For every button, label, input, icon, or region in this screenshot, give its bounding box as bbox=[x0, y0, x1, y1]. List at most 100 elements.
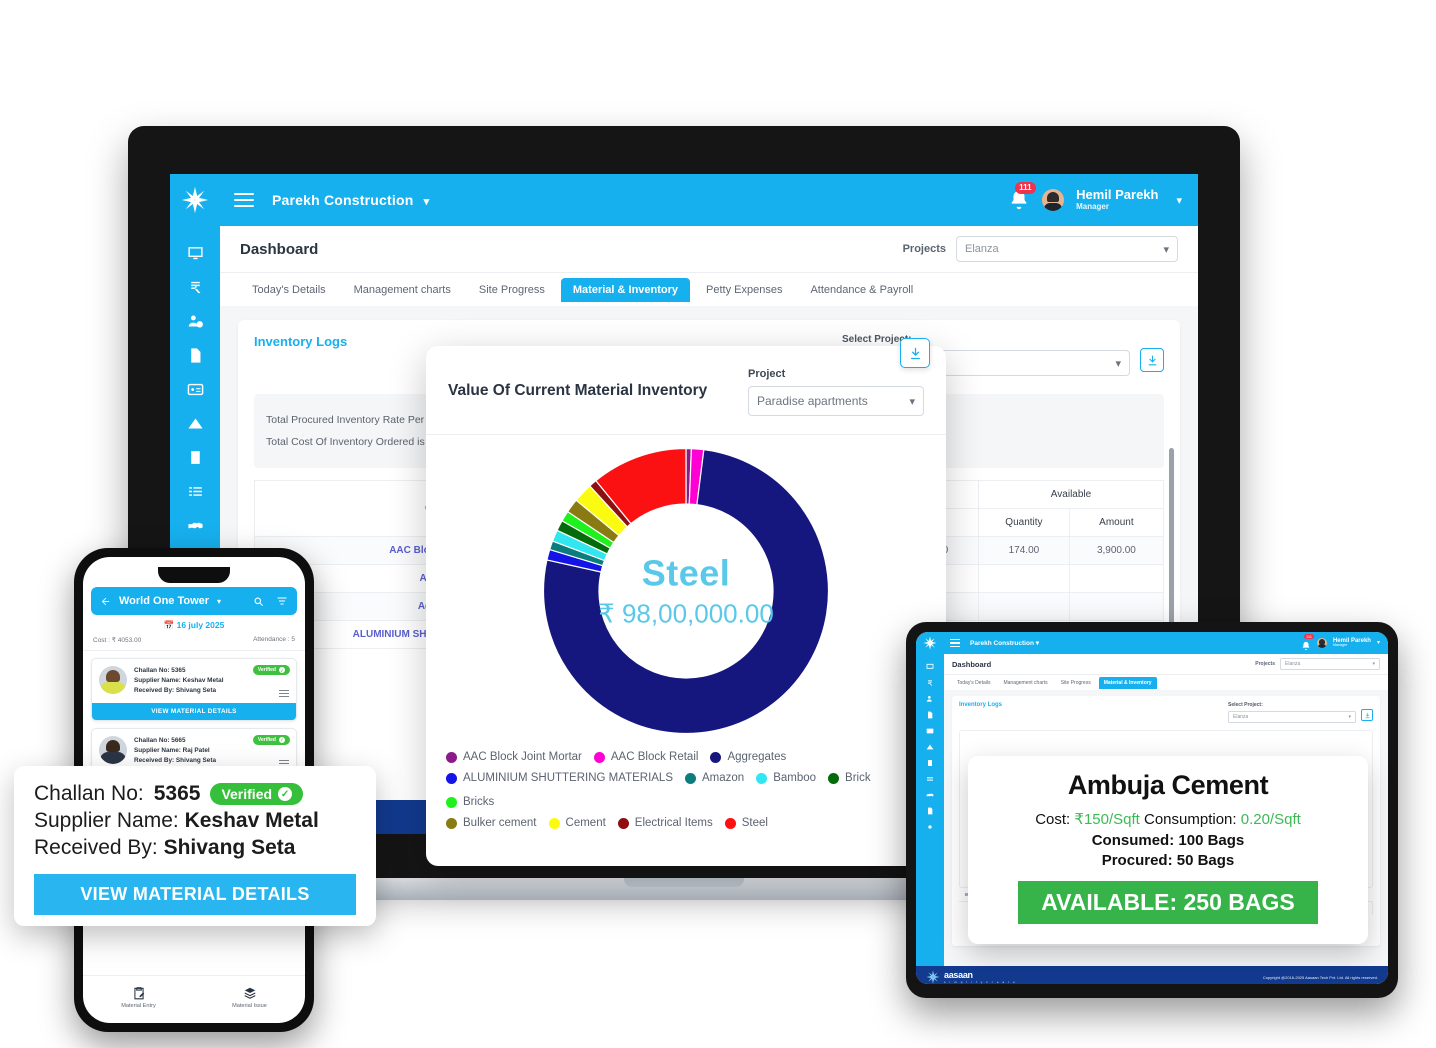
tab-management-charts[interactable]: Management charts bbox=[1003, 679, 1048, 686]
modal-header: Value Of Current Material Inventory Proj… bbox=[426, 338, 946, 416]
sidebar-item-documents[interactable] bbox=[170, 338, 220, 372]
badge-label: Verified bbox=[257, 736, 276, 743]
sidebar-item-attendance[interactable] bbox=[916, 691, 944, 707]
sidebar-item-reports[interactable] bbox=[916, 803, 944, 819]
sidebar-item-dashboard[interactable] bbox=[170, 236, 220, 270]
sidebar-item-building[interactable] bbox=[170, 440, 220, 474]
sidebar-item-tasks[interactable] bbox=[170, 474, 220, 508]
sidebar-item-documents[interactable] bbox=[916, 707, 944, 723]
sidebar-item-cards[interactable] bbox=[916, 723, 944, 739]
search-icon[interactable] bbox=[253, 596, 264, 607]
donut-slice[interactable] bbox=[595, 447, 687, 525]
footer-brand: aasaan s i m p l i f y c r e a t e bbox=[926, 970, 1016, 984]
material-title: Ambuja Cement bbox=[1067, 770, 1269, 800]
sidebar-item-settings[interactable] bbox=[916, 819, 944, 835]
filter-icon[interactable] bbox=[276, 595, 288, 607]
chevron-down-icon[interactable]: ▾ bbox=[1176, 194, 1182, 207]
tablet-company-switcher[interactable]: Parekh Construction ▾ bbox=[970, 639, 1039, 647]
sidebar-item-finance[interactable] bbox=[916, 675, 944, 691]
legend-item[interactable]: Bamboo bbox=[756, 772, 816, 784]
download-icon bbox=[910, 347, 920, 359]
bell-icon[interactable]: 111 bbox=[1301, 633, 1315, 651]
sidebar-item-attendance[interactable] bbox=[170, 304, 220, 338]
tab-attendance-payroll[interactable]: Attendance & Payroll bbox=[810, 283, 914, 296]
sidebar-item-site[interactable] bbox=[916, 739, 944, 755]
modal-download-button[interactable] bbox=[900, 338, 930, 368]
tablet-user-menu[interactable]: Hemil Parekh Manager bbox=[1333, 638, 1371, 649]
user-name: Hemil Parekh bbox=[1076, 187, 1159, 203]
legend-item[interactable]: Amazon bbox=[685, 772, 744, 784]
donut-slice[interactable] bbox=[542, 448, 830, 735]
tab-material-inventory[interactable]: Material & Inventory bbox=[1098, 676, 1157, 689]
legend-item[interactable]: Cement bbox=[548, 817, 606, 829]
sidebar-item-site[interactable] bbox=[170, 406, 220, 440]
tab-management-charts[interactable]: Management charts bbox=[353, 283, 451, 296]
download-button[interactable] bbox=[1140, 348, 1164, 372]
legend-item[interactable]: Electrical Items bbox=[617, 817, 713, 829]
nav-item-material-entry[interactable]: Material Entry bbox=[83, 976, 194, 1019]
user-clock-icon bbox=[188, 315, 203, 328]
sidebar-item-vendors[interactable] bbox=[170, 508, 220, 542]
legend-label: Amazon bbox=[702, 772, 745, 784]
view-material-details-button[interactable]: VIEW MATERIAL DETAILS bbox=[92, 702, 296, 720]
legend-label: Brick bbox=[845, 772, 871, 784]
projects-select[interactable]: Elanza ▾ bbox=[956, 236, 1178, 262]
user-role: Manager bbox=[1076, 201, 1109, 211]
nav-item-material-issue[interactable]: Material Issue bbox=[194, 976, 305, 1019]
sidebar-item-building[interactable] bbox=[916, 755, 944, 771]
badge-label: Verified bbox=[221, 786, 273, 802]
chevron-down-icon[interactable]: ▾ bbox=[217, 596, 222, 606]
bell-icon[interactable]: 111 bbox=[1008, 182, 1036, 211]
projects-select[interactable]: Elanza ▾ bbox=[1280, 658, 1380, 670]
list-item[interactable]: Challan No: 5365 Supplier Name: Keshav M… bbox=[91, 658, 297, 721]
phone-meta-row: Cost : ₹ 4053.00 Attendance : 5 bbox=[83, 634, 305, 651]
sidebar-item-dashboard[interactable] bbox=[916, 659, 944, 675]
legend-item[interactable]: Brick bbox=[828, 772, 871, 784]
download-button[interactable] bbox=[1361, 709, 1373, 721]
legend-item[interactable]: Steel bbox=[724, 817, 768, 829]
callout-view-material-details-button[interactable]: VIEW MATERIAL DETAILS bbox=[34, 874, 356, 915]
list-menu-icon[interactable] bbox=[279, 688, 289, 699]
projects-select-value: Elanza bbox=[965, 243, 999, 255]
panel-title: Inventory Logs bbox=[959, 702, 1003, 708]
tab-site-progress[interactable]: Site Progress bbox=[1060, 679, 1091, 686]
user-menu[interactable]: Hemil Parekh Manager bbox=[1076, 188, 1158, 211]
modal-project-select[interactable]: Paradise apartments ▾ bbox=[748, 386, 924, 416]
hamburger-icon[interactable] bbox=[950, 637, 960, 649]
legend-label: ALUMINIUM SHUTTERING MATERIALS bbox=[463, 772, 673, 784]
callout-challan-row: Challan No: 5365 Verified ✓ bbox=[34, 782, 356, 806]
gear-icon bbox=[928, 825, 932, 829]
select-project-dropdown[interactable]: Elanza ▾ bbox=[1228, 711, 1356, 723]
tablet-logo bbox=[916, 636, 944, 650]
legend-item[interactable]: Aggregates bbox=[710, 751, 786, 763]
modal-project-value: Paradise apartments bbox=[757, 394, 868, 408]
company-switcher[interactable]: Parekh Construction ▾ bbox=[272, 192, 429, 208]
sidebar-item-tasks[interactable] bbox=[916, 771, 944, 787]
tab-petty-expenses[interactable]: Petty Expenses bbox=[706, 283, 783, 296]
legend-item[interactable]: Bulker cement bbox=[446, 817, 537, 829]
check-icon: ✓ bbox=[279, 736, 285, 743]
building-icon bbox=[190, 450, 200, 464]
avatar[interactable] bbox=[1316, 637, 1327, 648]
tablet-footer: aasaan s i m p l i f y c r e a t e Copyr… bbox=[916, 966, 1388, 984]
hamburger-icon[interactable] bbox=[234, 189, 254, 211]
table-scrollbar[interactable] bbox=[1169, 448, 1174, 768]
phone-attendance: Attendance : 5 bbox=[253, 636, 295, 643]
tab-todays-details[interactable]: Today's Details bbox=[957, 679, 991, 686]
arrow-left-icon[interactable] bbox=[100, 596, 111, 607]
avatar[interactable] bbox=[1042, 189, 1065, 211]
legend-item[interactable]: AAC Block Joint Mortar bbox=[446, 751, 582, 763]
legend-item[interactable]: AAC Block Retail bbox=[593, 751, 698, 763]
sidebar-item-finance[interactable] bbox=[170, 270, 220, 304]
tab-site-progress[interactable]: Site Progress bbox=[478, 283, 545, 296]
sidebar-item-cards[interactable] bbox=[170, 372, 220, 406]
status-badge: Verified ✓ bbox=[252, 734, 290, 745]
tab-material-inventory[interactable]: Material & Inventory bbox=[560, 277, 691, 302]
chevron-down-icon[interactable]: ▾ bbox=[1376, 640, 1380, 647]
sidebar-item-vendors[interactable] bbox=[916, 787, 944, 803]
legend-item[interactable]: Bricks bbox=[446, 796, 494, 808]
phone-notch bbox=[158, 567, 230, 583]
legend-item[interactable]: ALUMINIUM SHUTTERING MATERIALS bbox=[446, 772, 673, 784]
cost-label: Cost: bbox=[1035, 811, 1071, 828]
tab-todays-details[interactable]: Today's Details bbox=[252, 283, 326, 296]
